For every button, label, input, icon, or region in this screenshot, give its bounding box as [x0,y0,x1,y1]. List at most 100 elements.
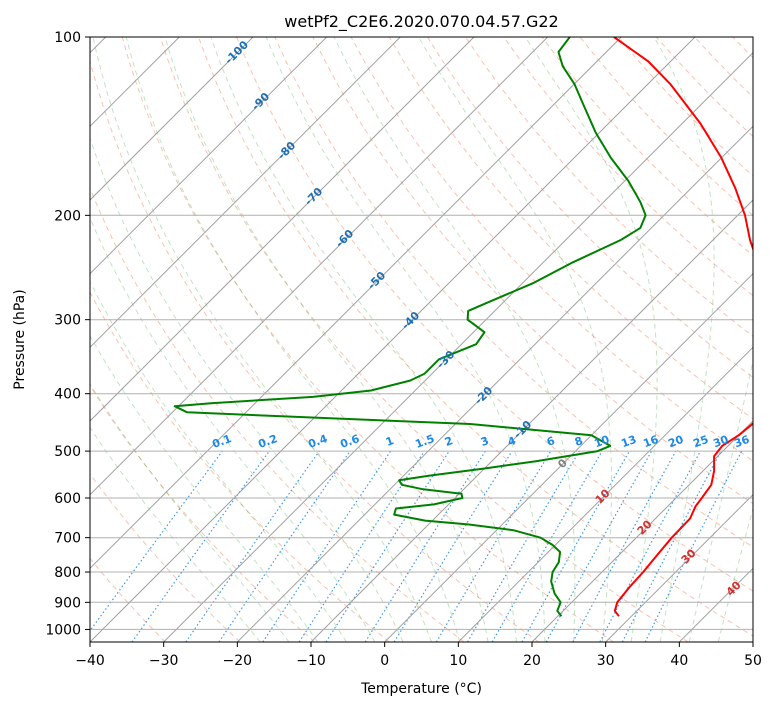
mixing-ratio-label: 4 [506,434,518,449]
profile-series [173,37,753,617]
profile-line [173,37,647,617]
dry-adiabat [90,186,465,642]
x-axis: −40 −30 −20 −10 0 10 20 30 40 50 [75,642,762,669]
chart-title: wetPf2_C2E6.2020.070.04.57.G22 [284,12,558,32]
moist-adiabat [524,37,658,642]
isotherm-line [236,125,753,642]
x-tick-label: 50 [744,653,762,669]
mixing-ratio-line [90,450,223,632]
x-tick-label: −30 [149,653,179,669]
y-tick-label: 500 [54,444,81,460]
moist-adiabat [125,37,461,642]
background-lines [90,37,753,642]
plot-frame [89,36,754,643]
y-tick-label: 800 [54,565,81,581]
moist-adiabat [90,136,404,642]
y-tick-label: 900 [54,595,81,611]
mixing-ratio-label: 25 [691,433,710,450]
mixing-ratio-line [218,450,351,642]
x-tick-label: 10 [449,653,467,669]
dry-adiabat [350,37,753,462]
isotherm-line [384,272,753,642]
mixing-ratio-line [644,450,743,642]
x-tick-label: 0 [380,653,389,669]
dry-adiabat [236,37,753,592]
dry-adiabat [159,37,689,642]
x-tick-label: 40 [670,653,688,669]
mixing-ratio-line [521,450,631,642]
isotherm-line [90,37,254,201]
moist-adiabat [92,37,432,642]
mixing-ratio-line [572,450,677,642]
mixing-ratio-line [325,450,450,642]
isotherm-line [310,199,753,642]
isotherm-line [605,493,753,642]
isotherm-line [90,37,401,349]
y-tick-label: 100 [54,30,81,46]
moist-adiabat [418,37,613,642]
moist-adiabat [653,37,715,642]
mixing-ratio-label: 0.4 [306,432,329,451]
mixing-ratio-line [185,450,320,642]
mixing-ratio-label: 1 [384,434,396,449]
y-tick-label: 300 [54,313,81,329]
dry-adiabat [312,37,753,505]
grid-lines [90,37,753,642]
y-tick-label: 700 [54,531,81,547]
isotherm-line [90,37,475,422]
moist-adiabat [333,37,576,642]
mixing-ratio-label: 30 [711,433,730,451]
dry-adiabat [90,59,540,642]
dry-adiabat [503,37,753,297]
mixing-ratio-line [393,450,513,642]
mixing-ratio-line [298,450,425,642]
dry-adiabat [465,37,753,338]
isotherm-line [163,51,753,642]
profile-line [613,37,753,617]
dry-adiabat [90,557,166,642]
y-axis-label: Pressure (hPa) [12,289,28,389]
x-tick-label: −40 [75,653,105,669]
mixing-ratio-label: 36 [732,433,751,451]
mixing-ratio-label: 0.2 [256,432,279,451]
mixing-ratio-label: 3 [479,434,491,449]
dry-adiabat [274,37,753,548]
isotherm-line [90,37,622,570]
mixing-ratio-line [545,450,653,642]
mixing-ratio-label: 8 [573,434,585,449]
moist-adiabat [90,216,376,642]
isotherm-line [90,37,696,642]
moist-adiabat [164,37,489,642]
isotherm-line [90,37,549,496]
mixing-ratio-label: 16 [641,433,660,451]
mixing-ratio-label: 6 [545,434,557,449]
y-tick-label: 200 [54,208,81,224]
mixing-ratio-label: 2 [443,434,455,449]
mixing-ratio-label: 0.1 [210,432,233,451]
mixing-ratio-line [131,450,270,642]
dry-adiabat [388,37,753,420]
isotherm-line [531,420,753,642]
mixing-ratio-line [262,450,392,642]
mixing-ratio-label: 0.6 [338,432,361,451]
y-tick-label: 600 [54,491,81,507]
x-axis-label: Temperature (°C) [360,681,482,697]
x-tick-label: 20 [523,653,541,669]
moist-adiabat [90,334,319,642]
moist-adiabat [90,382,290,642]
mixing-ratio-label: 1.5 [413,432,436,451]
mixing-ratio-label: 10 [592,433,611,451]
x-tick-label: 30 [597,653,615,669]
dry-adiabat [90,472,241,642]
moist-adiabat [210,37,517,642]
isotherm-line [90,37,328,275]
y-axis: 100 200 300 400 500 600 700 800 900 1000 [45,30,90,638]
mixing-ratio-label: 20 [666,433,685,451]
y-tick-label: 1000 [45,622,81,638]
moist-adiabat [90,426,261,642]
x-tick-label: −20 [223,653,253,669]
dry-adiabat [90,384,316,642]
isotherm-line [457,346,753,642]
moist-adiabat [265,37,546,642]
